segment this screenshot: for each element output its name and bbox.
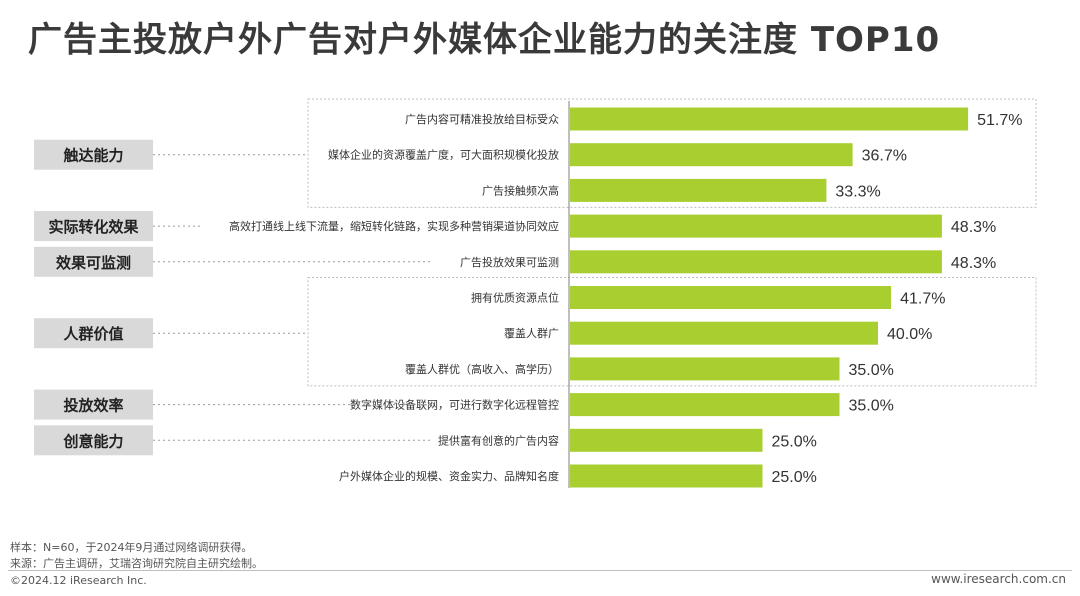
value-label-10: 25.0% (772, 469, 817, 486)
value-label-1: 36.7% (862, 148, 907, 165)
page-title: 广告主投放户外广告对户外媒体企业能力的关注度 TOP10 (28, 20, 941, 60)
category-label-7: 覆盖人群优（高收入、高学历） (405, 362, 559, 376)
bar-1 (570, 143, 853, 167)
group-box-5 (34, 425, 153, 456)
category-label-2: 广告接触频次高 (482, 183, 559, 197)
source-note: 来源：广告主调研，艾瑞咨询研究院自主研究绘制。 (10, 557, 263, 570)
bar-3 (570, 214, 942, 238)
value-label-4: 48.3% (951, 255, 996, 272)
sample-note: 样本：N=60，于2024年9月通过网络调研获得。 (10, 541, 253, 554)
group-frame-3 (307, 277, 1037, 387)
category-label-6: 覆盖人群广 (504, 326, 559, 340)
group-box-3 (34, 318, 153, 349)
category-label-5: 拥有优质资源点位 (471, 291, 559, 305)
copyright-text: ©2024.12 iResearch Inc. (10, 574, 147, 587)
bar-10 (570, 464, 763, 488)
website-url: www.iresearch.com.cn (931, 572, 1066, 586)
bar-chart: 广告内容可精准投放给目标受众 51.7% 媒体企业的资源覆盖广度，可大面积规模化投放… (34, 98, 1037, 488)
group-box-4 (34, 389, 153, 420)
bar-9 (570, 428, 763, 452)
group-label-1: 实际转化效果 (48, 218, 139, 236)
category-label-1: 媒体企业的资源覆盖广度，可大面积规模化投放 (328, 148, 559, 162)
bar-2 (570, 178, 827, 202)
value-label-7: 35.0% (849, 362, 894, 379)
value-label-3: 48.3% (951, 219, 996, 236)
value-label-6: 40.0% (887, 326, 932, 343)
category-label-10: 户外媒体企业的规模、资金实力、品牌知名度 (339, 469, 559, 483)
bar-8 (570, 393, 840, 417)
value-label-2: 33.3% (835, 183, 880, 200)
bar-7 (570, 357, 840, 381)
bar-4 (570, 250, 942, 274)
group-frame-0 (307, 98, 1037, 208)
category-label-0: 广告内容可精准投放给目标受众 (405, 112, 559, 126)
category-label-4: 广告投放效果可监测 (460, 255, 559, 269)
bar-0 (570, 107, 969, 131)
group-label-0: 触达能力 (63, 147, 123, 165)
group-label-3: 人群价值 (63, 325, 123, 343)
group-label-5: 创意能力 (62, 432, 123, 450)
category-label-3: 高效打通线上线下流量，缩短转化链路，实现多种营销渠道协同效应 (229, 219, 559, 233)
value-label-8: 35.0% (849, 398, 894, 415)
category-label-9: 提供富有创意的广告内容 (438, 433, 559, 447)
group-box-0 (34, 139, 153, 170)
group-box-1 (34, 211, 153, 242)
value-label-9: 25.0% (772, 433, 817, 450)
category-label-8: 数字媒体设备联网，可进行数字化远程管控 (350, 398, 559, 412)
footer-divider (8, 570, 1072, 571)
group-label-2: 效果可监测 (56, 254, 131, 272)
bar-6 (570, 321, 878, 345)
value-label-0: 51.7% (977, 112, 1022, 129)
group-label-4: 投放效率 (63, 397, 123, 415)
group-box-2 (34, 246, 153, 277)
bar-5 (570, 286, 892, 309)
value-label-5: 41.7% (900, 291, 945, 308)
